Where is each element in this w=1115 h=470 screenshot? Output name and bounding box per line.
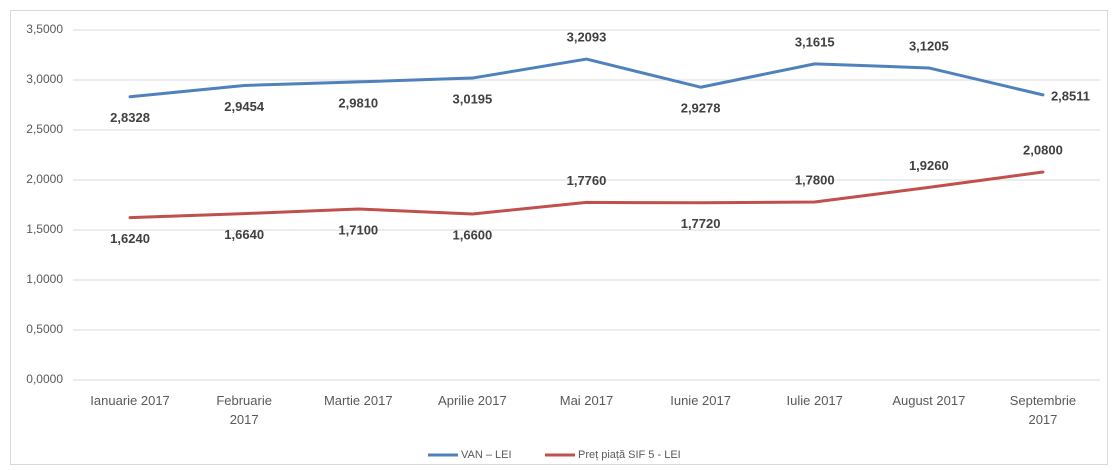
data-label: 2,8511 <box>1051 88 1090 103</box>
data-label: 2,9810 <box>338 95 378 110</box>
x-tick-label: Septembrie 2017 <box>1009 393 1077 427</box>
data-label: 1,9260 <box>909 158 949 173</box>
data-label: 1,7100 <box>338 222 378 237</box>
x-tick-label: Februarie 2017 <box>216 393 272 427</box>
data-label: 3,1205 <box>909 38 949 53</box>
chart-frame <box>10 10 1108 465</box>
data-label: 2,0800 <box>1023 142 1063 157</box>
legend-label: VAN – LEI <box>461 449 512 461</box>
x-tick-label: Iunie 2017 <box>670 393 731 408</box>
x-tick-label: Iulie 2017 <box>786 393 843 408</box>
data-label: 2,8328 <box>110 110 150 125</box>
x-tick-label: Mai 2017 <box>559 393 614 408</box>
x-tick-label: Ianuarie 2017 <box>90 393 170 408</box>
data-label: 3,0195 <box>453 91 493 106</box>
line-series <box>128 170 1045 220</box>
y-tick-label: 1,5000 <box>26 222 63 236</box>
line-series <box>128 57 1045 99</box>
y-tick-label: 2,5000 <box>26 122 63 136</box>
data-label: 3,2093 <box>567 30 607 45</box>
x-tick-label: Aprilie 2017 <box>438 393 507 408</box>
data-label: 2,9454 <box>224 99 265 114</box>
y-tick-label: 2,0000 <box>26 172 63 186</box>
data-label: 1,7760 <box>567 173 607 188</box>
data-label: 1,7720 <box>681 216 721 231</box>
x-tick-label: Martie 2017 <box>323 393 393 408</box>
data-label: 3,1615 <box>795 34 835 49</box>
data-label: 1,6640 <box>224 227 264 242</box>
data-label: 1,6600 <box>453 227 493 242</box>
x-tick-label: August 2017 <box>892 393 966 408</box>
data-label: 1,7800 <box>795 172 835 187</box>
y-tick-label: 3,0000 <box>26 72 63 86</box>
y-tick-label: 0,5000 <box>26 322 63 336</box>
y-tick-label: 0,0000 <box>26 372 63 386</box>
legend-label: Preț piață SIF 5 - LEI <box>578 449 681 461</box>
y-tick-label: 1,0000 <box>26 272 63 286</box>
y-tick-label: 3,5000 <box>26 22 63 36</box>
data-label: 2,9278 <box>681 101 721 116</box>
data-label: 1,6240 <box>110 231 150 246</box>
